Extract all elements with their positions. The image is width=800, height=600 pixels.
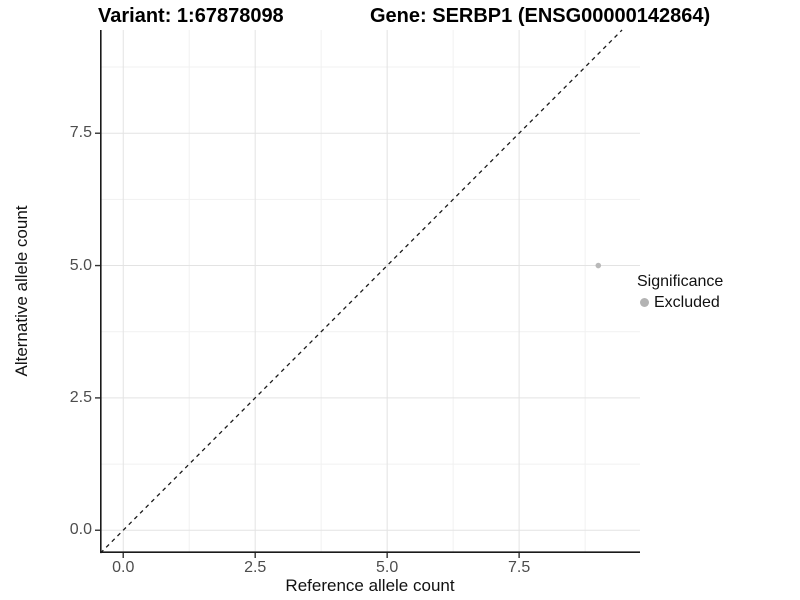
plot-title-variant: Variant: 1:67878098	[98, 5, 284, 27]
legend-title: Significance	[637, 273, 724, 290]
excluded-point-icon	[640, 298, 649, 307]
y-tick-label: 0.0	[69, 521, 92, 539]
x-axis-label: Reference allele count	[285, 576, 455, 595]
legend-item-label: Excluded	[654, 294, 720, 311]
x-tick-label: 2.5	[244, 559, 267, 576]
y-tick-label: 5.0	[69, 256, 92, 274]
x-tick-label: 7.5	[507, 559, 531, 576]
x-tick-label: 5.0	[376, 559, 399, 576]
data-point	[595, 262, 602, 269]
plot-title-gene: Gene: SERBP1 (ENSG00000142864)	[370, 5, 711, 27]
x-tick-label: 0.0	[112, 559, 135, 576]
y-tick-label: 7.5	[69, 124, 92, 142]
y-axis-label: Alternative allele count	[12, 205, 31, 377]
y-tick-label: 2.5	[69, 388, 92, 406]
plot-panel	[95, 29, 640, 558]
identity-line	[100, 29, 623, 554]
legend: Significance Excluded	[637, 272, 723, 312]
legend-item-excluded: Excluded	[637, 293, 723, 312]
